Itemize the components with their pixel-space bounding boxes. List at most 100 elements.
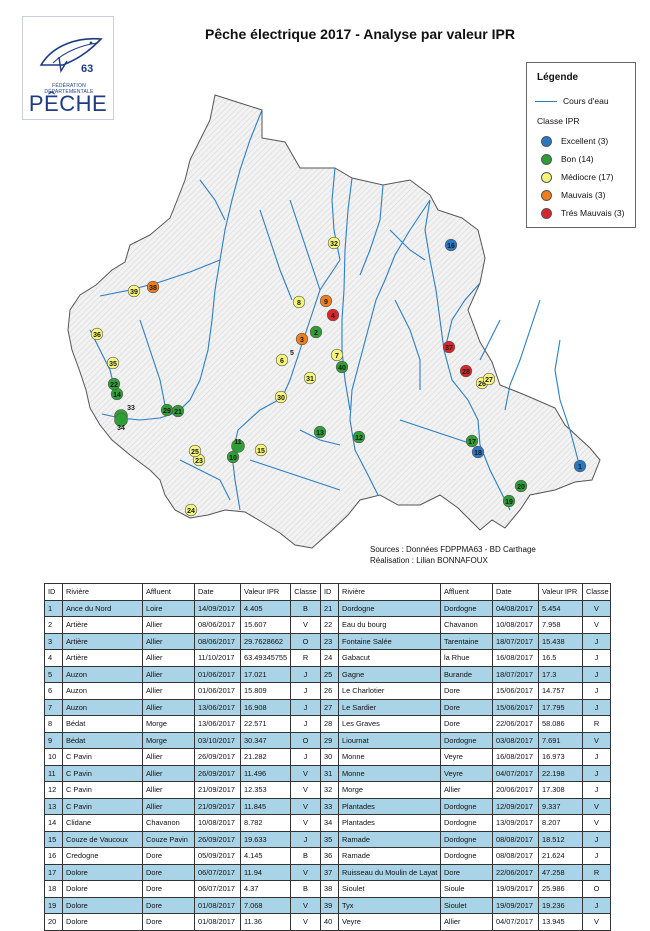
table-cell: Clidane <box>62 814 143 832</box>
table-cell: Sioulet <box>440 896 493 914</box>
table-cell: 06/07/2017 <box>194 863 241 881</box>
table-cell: 4.37 <box>240 880 291 898</box>
table-cell: la Rhue <box>440 649 493 667</box>
logo-name: PÊCHE <box>28 91 108 116</box>
station-label-20: 20 <box>517 484 525 491</box>
table-row: 19 Dolore Dore 01/08/2017 7.068 V 39 Tyx Sioulet… <box>44 896 611 914</box>
table-cell: Fontaine Salée <box>338 632 441 650</box>
table-cell: Eau du bourg <box>338 616 441 634</box>
federation-logo: 63 FÉDÉRATION DÉPARTEMENTALE PÊCHE <box>22 16 114 120</box>
table-cell: 8 <box>44 715 63 733</box>
legend-title: Légende <box>537 72 579 83</box>
column-header: ID <box>320 583 339 601</box>
ipr-table: ID Rivière Affluent Date Valeur IPR Classe ID R… <box>44 583 611 931</box>
table-cell: Gabacut <box>338 649 441 667</box>
column-header: Valeur IPR <box>240 583 291 601</box>
table-cell: Dordogne <box>338 599 441 617</box>
table-row: 4 Artière Allier 11/10/2017 63.49345755 R 24 Ga… <box>44 649 611 667</box>
table-cell: Dolore <box>62 880 143 898</box>
sources-line: Sources : Données FDPPMA63 - BD Carthage <box>370 545 536 554</box>
column-header: Valeur IPR <box>538 583 583 601</box>
table-cell: 12/09/2017 <box>492 797 539 815</box>
table-cell: O <box>290 632 321 650</box>
legend-class-excellent: Excellent (3) <box>535 134 608 148</box>
table-cell: 18/07/2017 <box>492 632 539 650</box>
table-cell: Dore <box>142 913 195 931</box>
table-cell: 7.958 <box>538 616 583 634</box>
table-cell: Allier <box>440 913 493 931</box>
station-label-11: 11 <box>234 439 242 446</box>
table-cell: 14.757 <box>538 682 583 700</box>
table-cell: J <box>290 748 321 766</box>
table-cell: V <box>582 797 611 815</box>
table-cell: V <box>582 616 611 634</box>
table-cell: Dordogne <box>440 731 493 749</box>
table-cell: Les Graves <box>338 715 441 733</box>
table-row: 12 C Pavin Allier 21/09/2017 12.353 V 32 Morge A… <box>44 781 611 799</box>
table-header: ID Rivière Affluent Date Valeur IPR Classe ID R… <box>44 583 611 601</box>
table-cell: 13/06/2017 <box>194 698 241 716</box>
table-cell: 19.236 <box>538 896 583 914</box>
table-cell: 22.198 <box>538 764 583 782</box>
table-cell: Allier <box>440 781 493 799</box>
table-row: 3 Artière Allier 08/06/2017 29.7628662 O 23 Fon… <box>44 632 611 650</box>
station-marker-15 <box>254 443 268 457</box>
mauvais-dot-icon <box>541 189 552 201</box>
column-header: Affluent <box>142 583 195 601</box>
table-cell: 26/09/2017 <box>194 764 241 782</box>
table-cell: V <box>290 781 321 799</box>
station-label-12: 12 <box>355 435 363 442</box>
table-cell: V <box>290 896 321 914</box>
table-cell: C Pavin <box>62 748 143 766</box>
legend-class-bon: Bon (14) <box>535 152 594 166</box>
station-marker-27 <box>482 372 496 386</box>
station-label-21: 21 <box>174 409 182 416</box>
station-label-15: 15 <box>257 448 265 455</box>
table-cell: Dordogne <box>440 847 493 865</box>
table-cell: 13 <box>44 797 63 815</box>
table-cell: Dore <box>142 896 195 914</box>
table-cell: Dore <box>440 863 493 881</box>
table-cell: 06/07/2017 <box>194 880 241 898</box>
table-cell: 24 <box>320 649 339 667</box>
table-cell: 26 <box>320 682 339 700</box>
mediocre-dot-icon <box>541 171 552 183</box>
table-cell: V <box>290 814 321 832</box>
table-cell: 17.3 <box>538 665 583 683</box>
table-cell: J <box>290 698 321 716</box>
table-cell: J <box>290 682 321 700</box>
table-cell: 16.973 <box>538 748 583 766</box>
table-row: 9 Bédat Morge 03/10/2017 30.347 O 29 Liournat Do… <box>44 731 611 749</box>
table-cell: Allier <box>142 797 195 815</box>
table-cell: Allier <box>142 698 195 716</box>
table-cell: Plantades <box>338 797 441 815</box>
table-cell: Morge <box>338 781 441 799</box>
table-cell: 7 <box>44 698 63 716</box>
table-cell: Burande <box>440 665 493 683</box>
table-cell: J <box>582 781 611 799</box>
station-marker-1 <box>573 459 587 473</box>
table-cell: 01/06/2017 <box>194 665 241 683</box>
table-cell: V <box>582 913 611 931</box>
station-label-8: 8 <box>297 300 301 307</box>
tres-mauvais-dot-icon <box>541 207 552 219</box>
station-label-29: 29 <box>163 408 171 415</box>
table-cell: 01/06/2017 <box>194 682 241 700</box>
table-cell: 14/09/2017 <box>194 599 241 617</box>
table-cell: 16 <box>44 847 63 865</box>
table-row: 2 Artière Allier 08/06/2017 15.607 V 22 Eau du … <box>44 616 611 634</box>
table-cell: Allier <box>142 665 195 683</box>
station-label-32: 32 <box>330 241 338 248</box>
column-header: Rivière <box>62 583 143 601</box>
station-marker-11 <box>231 439 245 453</box>
table-cell: 22/06/2017 <box>492 715 539 733</box>
legend-class-label: Bon (14) <box>561 154 594 164</box>
table-cell: 22 <box>320 616 339 634</box>
station-label-9: 9 <box>324 299 328 306</box>
table-cell: 30.347 <box>240 731 291 749</box>
table-cell: O <box>582 880 611 898</box>
table-cell: Couze Pavin <box>142 830 195 848</box>
table-cell: C Pavin <box>62 764 143 782</box>
station-label-28: 28 <box>462 369 470 376</box>
